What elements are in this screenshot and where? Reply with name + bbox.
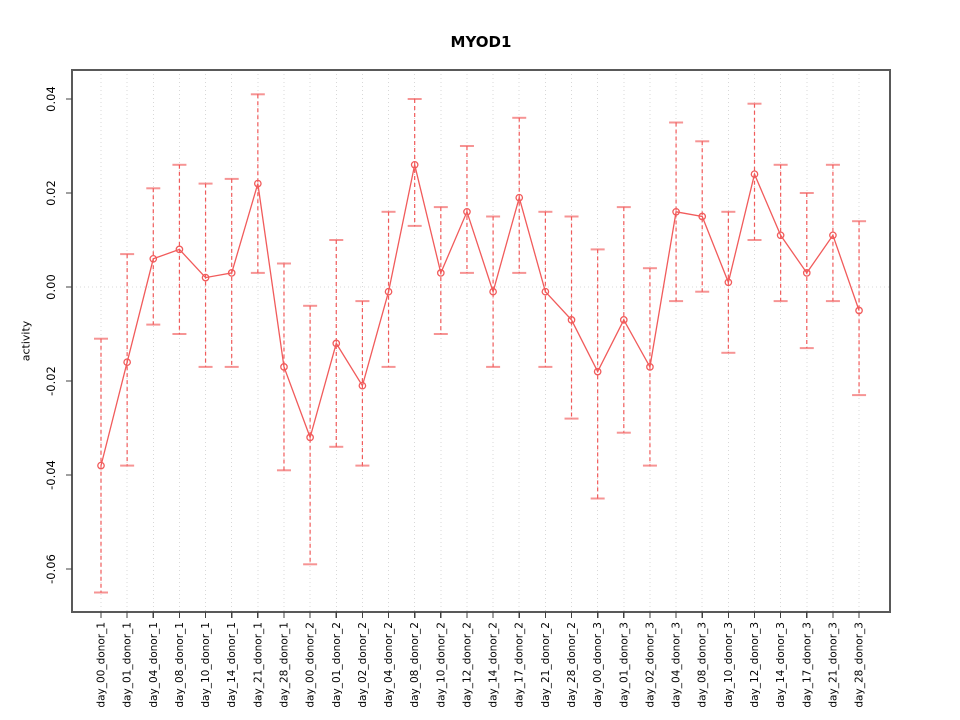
data-point — [280, 363, 288, 371]
x-tick-label: day_01_donor_2 — [331, 622, 343, 708]
x-tick-label: day_28_donor_2 — [566, 622, 578, 708]
error-bars — [94, 93, 867, 594]
y-tick-label: -0.06 — [44, 554, 58, 584]
error-bar — [329, 239, 344, 448]
data-point — [149, 254, 158, 263]
y-axis: 0.04 0.02 0.00 -0.02 -0.04 -0.06 — [44, 86, 72, 584]
x-tick-label: day_17_donor_2 — [514, 622, 526, 708]
data-point — [410, 160, 419, 169]
x-tick-label: day_10_donor_1 — [200, 622, 212, 708]
error-bar — [198, 182, 213, 368]
data-point — [463, 207, 471, 216]
error-bar — [773, 163, 788, 303]
x-axis: day_00_donor_1 day_01_donor_1 day_04_donor… — [96, 612, 866, 708]
data-point — [227, 269, 236, 277]
x-tick-label: day_14_donor_1 — [226, 622, 238, 708]
x-tick-label: day_02_donor_2 — [357, 622, 369, 708]
data-point — [593, 367, 602, 376]
y-tick-label: 0.02 — [44, 180, 58, 206]
error-bar — [276, 262, 291, 472]
data-point — [123, 358, 131, 367]
data-point — [619, 316, 628, 324]
series-line — [100, 164, 860, 466]
data-point — [541, 287, 550, 296]
x-tick-label: day_17_donor_3 — [801, 622, 813, 708]
x-tick-label: day_00_donor_1 — [96, 622, 108, 708]
y-tick-label: 0.00 — [44, 274, 58, 300]
data-point — [489, 287, 497, 296]
x-tick-label: day_04_donor_1 — [148, 622, 160, 708]
error-bar — [799, 192, 814, 350]
x-tick-label: day_08_donor_3 — [697, 622, 709, 708]
x-tick-label: day_01_donor_1 — [122, 622, 134, 708]
x-tick-label: day_12_donor_3 — [749, 622, 761, 708]
plot-frame — [71, 69, 891, 613]
error-bar — [852, 220, 867, 397]
y-tick-label: -0.04 — [44, 460, 58, 490]
data-point — [175, 245, 184, 254]
data-point — [776, 231, 785, 240]
data-point — [358, 381, 367, 390]
error-bar — [459, 145, 474, 274]
gridlines — [72, 70, 890, 612]
error-bar — [486, 215, 501, 368]
y-tick-label: -0.02 — [44, 366, 58, 396]
data-point — [724, 278, 733, 287]
data-point — [201, 273, 210, 282]
y-tick-label: 0.04 — [44, 86, 58, 112]
data-point — [436, 269, 445, 277]
x-tick-label: day_21_donor_3 — [827, 622, 839, 708]
x-tick-label: day_28_donor_3 — [854, 622, 866, 708]
data-point — [672, 207, 680, 216]
data-point — [384, 287, 393, 296]
data-point — [750, 170, 759, 179]
x-tick-label: day_02_donor_3 — [644, 622, 656, 708]
x-tick-label: day_08_donor_1 — [174, 622, 186, 708]
data-point — [253, 179, 262, 188]
x-tick-label: day_28_donor_1 — [278, 622, 290, 708]
x-tick-label: day_00_donor_2 — [305, 622, 317, 708]
x-tick-label: day_21_donor_2 — [540, 622, 552, 708]
x-tick-label: day_14_donor_3 — [775, 622, 787, 708]
error-bar — [669, 121, 684, 303]
error-bar — [825, 163, 840, 303]
x-tick-label: day_10_donor_2 — [435, 622, 447, 708]
error-bar — [695, 140, 710, 293]
error-bar — [564, 215, 579, 420]
data-point — [567, 316, 576, 324]
x-tick-label: day_10_donor_3 — [723, 622, 735, 708]
error-bar — [355, 300, 370, 467]
data-point — [855, 306, 863, 315]
error-bar — [407, 98, 422, 227]
x-tick-label: day_08_donor_2 — [409, 622, 421, 708]
x-tick-label: day_04_donor_3 — [671, 622, 683, 708]
error-bar — [146, 187, 161, 326]
data-point — [829, 231, 837, 240]
error-bar — [747, 102, 762, 241]
data-point — [698, 212, 707, 221]
data-point — [97, 461, 105, 470]
error-bar — [250, 93, 265, 274]
x-tick-label: day_21_donor_1 — [252, 622, 264, 708]
data-point — [802, 269, 811, 277]
data-point — [332, 339, 341, 348]
chart-title: MYOD1 — [450, 33, 512, 51]
x-tick-label: day_04_donor_2 — [383, 622, 395, 708]
x-tick-label: day_01_donor_3 — [618, 622, 630, 708]
error-bar — [590, 248, 605, 500]
data-point — [306, 433, 314, 442]
data-point — [515, 193, 524, 202]
x-tick-label: day_00_donor_3 — [592, 622, 604, 708]
data-point — [646, 363, 654, 371]
data-points — [97, 160, 863, 470]
x-tick-label: day_12_donor_2 — [461, 622, 473, 708]
x-tick-label: day_14_donor_2 — [488, 622, 500, 708]
